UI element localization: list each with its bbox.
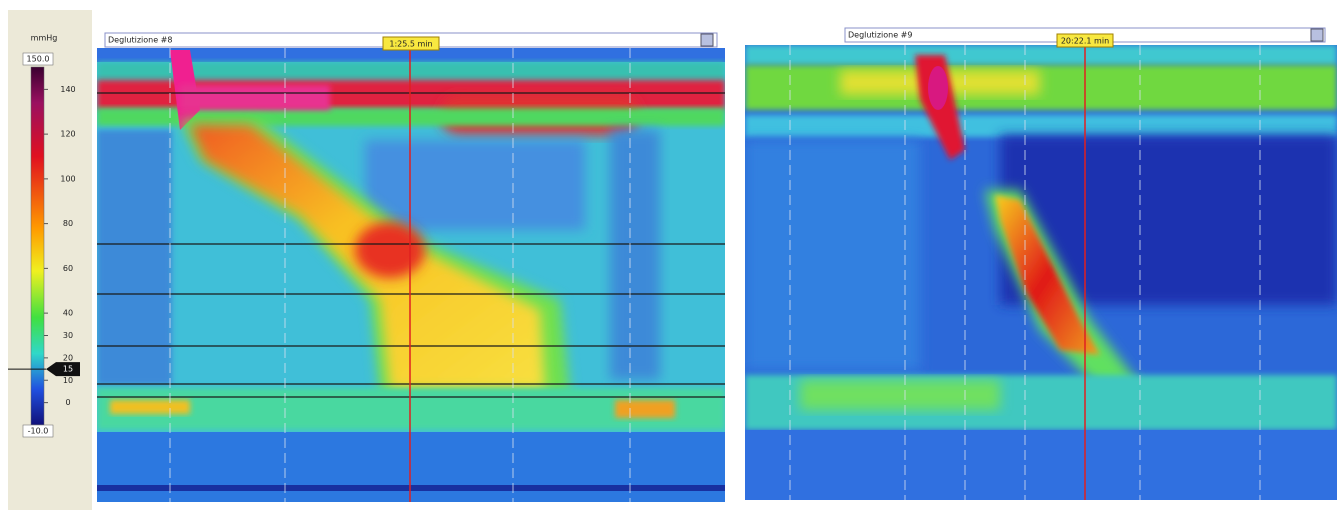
screenshot: mmHg Deglutizione #8 <box>0 0 1340 517</box>
marker-label: 15 <box>63 365 73 374</box>
tick-label: 0 <box>65 398 70 407</box>
tick-label: 60 <box>63 264 73 273</box>
unit-label: mmHg <box>31 34 58 43</box>
limit-label: -10.0 <box>28 427 49 436</box>
color-scale <box>31 67 44 425</box>
panel-title: Deglutizione #9 <box>848 31 912 40</box>
close-button[interactable] <box>1311 29 1323 41</box>
panel-title: Deglutizione #8 <box>108 36 172 45</box>
time-label: 1:25.5 min <box>389 40 432 49</box>
tick-label: 40 <box>63 309 73 318</box>
time-label: 20:22.1 min <box>1061 37 1109 46</box>
tick-label: 140 <box>60 85 75 94</box>
heatmap-2 <box>745 15 1337 517</box>
tick-label: 30 <box>63 331 73 340</box>
tick-label: 80 <box>63 219 73 228</box>
limit-label: 150.0 <box>27 55 50 64</box>
tick-label: 10 <box>63 376 73 385</box>
tick-label: 120 <box>60 130 75 139</box>
close-button[interactable] <box>701 34 713 46</box>
heatmap-1 <box>97 15 725 517</box>
tick-label: 100 <box>60 174 75 183</box>
tick-label: 20 <box>63 353 73 362</box>
